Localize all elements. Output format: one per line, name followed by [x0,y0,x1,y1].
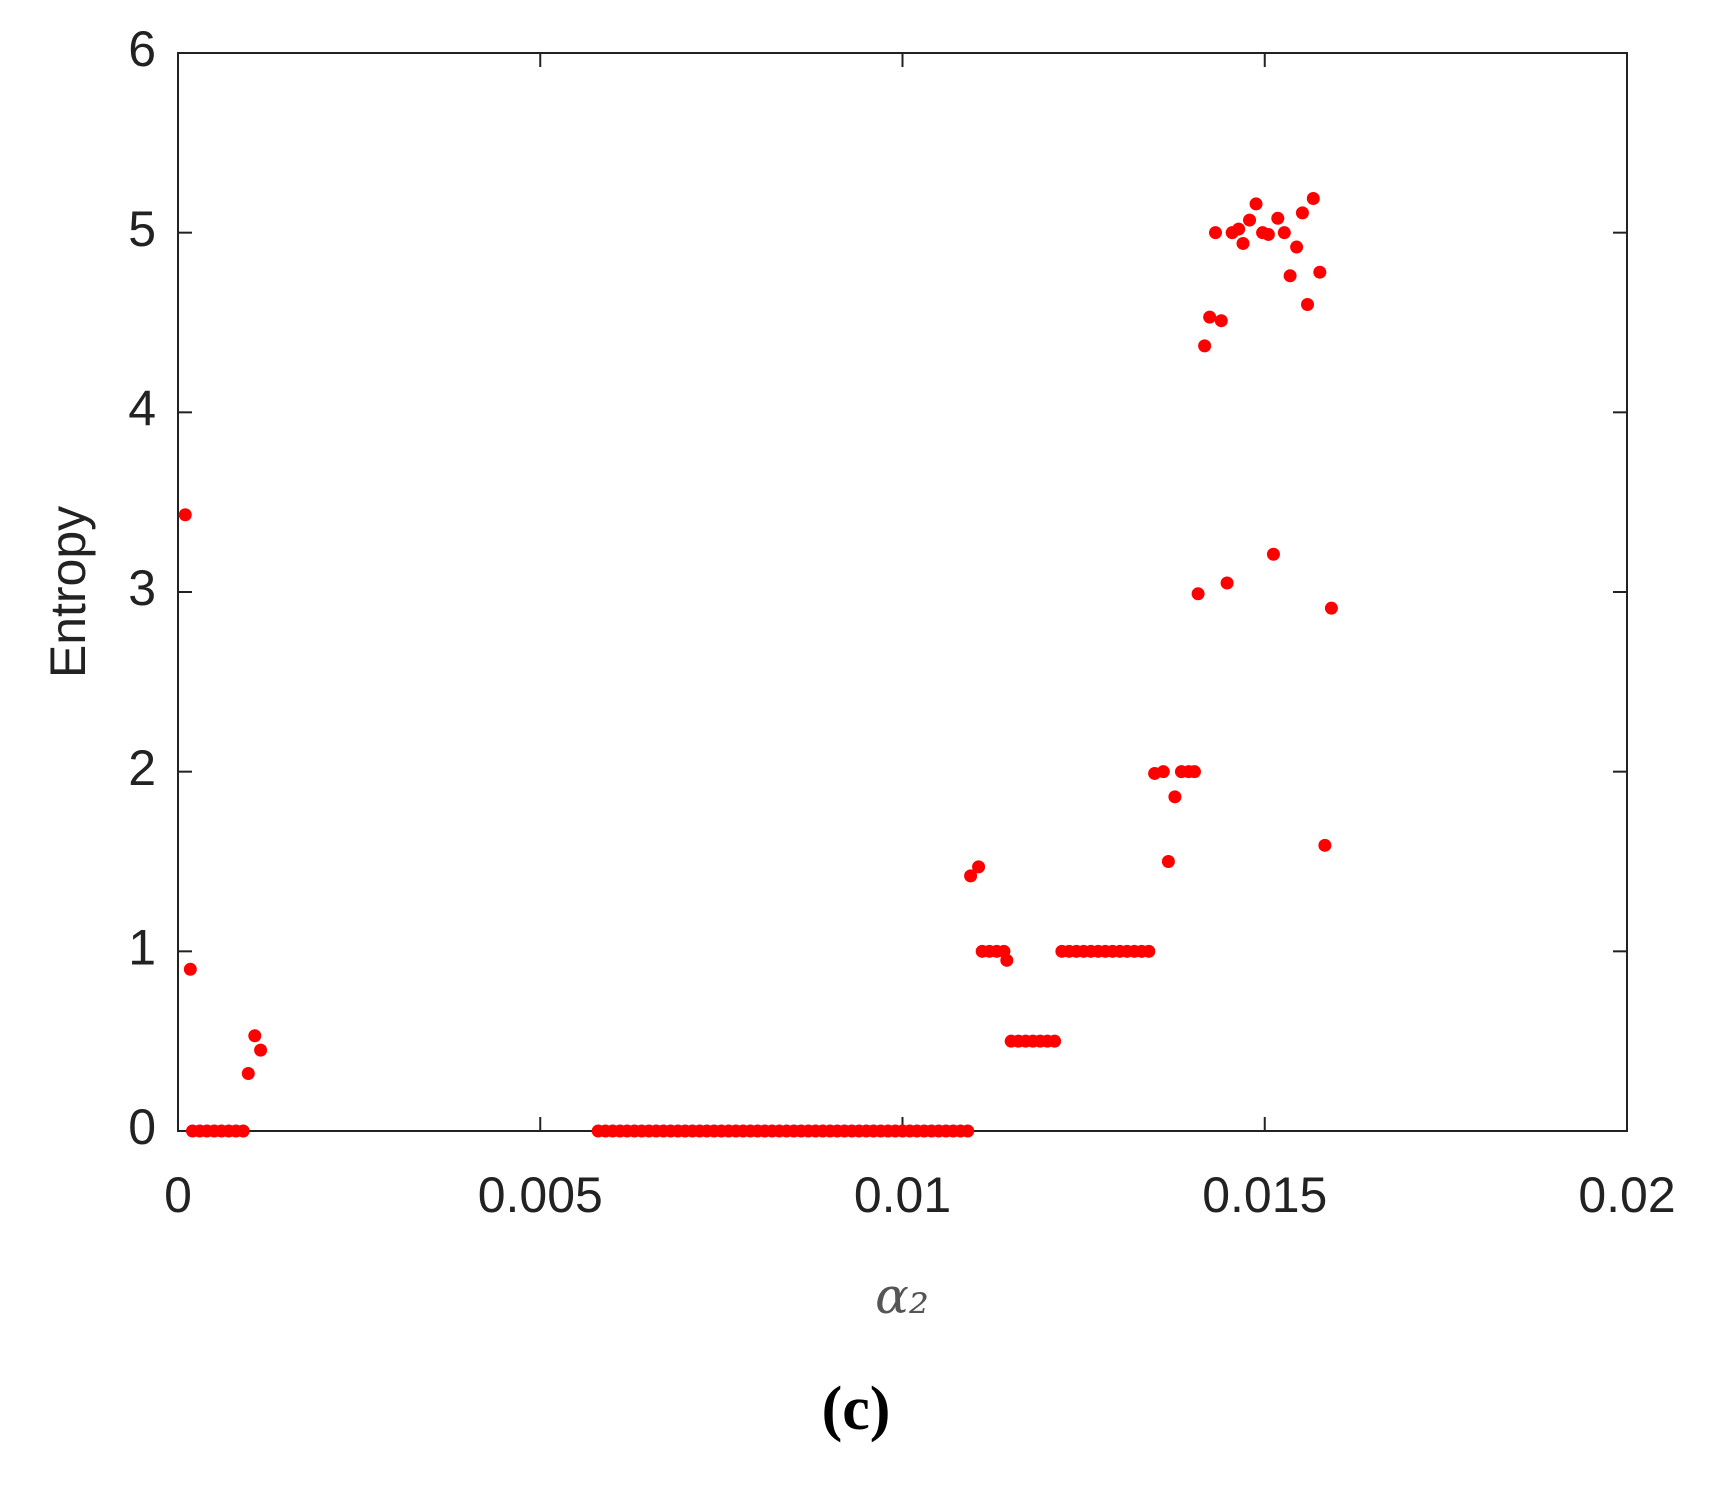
point [1295,206,1309,220]
point [1232,222,1246,236]
y-axis-label: Entropy [40,506,96,678]
x-tick-label: 0.02 [1578,1167,1675,1223]
y-tick-label: 1 [128,920,156,976]
point [183,962,197,976]
point [1168,790,1182,804]
point [972,860,986,874]
x-tick-label: 0 [164,1167,192,1223]
point [1208,226,1222,240]
x-tick-label: 0.01 [854,1167,951,1223]
point [1048,1034,1062,1048]
point [241,1067,255,1081]
point [254,1043,268,1057]
point [1306,192,1320,206]
point [1313,265,1327,279]
point [1220,576,1234,590]
point [178,508,192,522]
y-tick-label: 5 [128,201,156,257]
point [1266,547,1280,561]
point [1187,765,1201,779]
point [1236,236,1250,250]
point [1214,314,1228,328]
point [1283,269,1297,283]
x-tick-label: 0.005 [478,1167,603,1223]
point [1318,838,1332,852]
point [1300,298,1314,312]
point [1243,213,1257,227]
y-tick-label: 2 [128,740,156,796]
point [1191,587,1205,601]
point [1203,310,1217,324]
point [1271,211,1285,225]
point [1156,765,1170,779]
plot-frame [177,52,1628,1132]
point [236,1124,250,1138]
point [248,1029,262,1043]
point [1142,944,1156,958]
y-tick-label: 3 [128,560,156,616]
point [1249,197,1263,211]
point [1261,227,1275,241]
caption: (c) [822,1375,891,1443]
y-tick-label: 6 [128,21,156,77]
point [961,1124,975,1138]
x-tick-label: 0.015 [1202,1167,1327,1223]
point [1161,855,1175,868]
point [1000,953,1014,967]
point [964,869,978,883]
x-axis-label: α₂ [875,1267,929,1325]
point [1290,240,1304,254]
point [1277,226,1291,240]
point [1324,601,1338,615]
point [1198,339,1212,353]
y-tick-label: 0 [128,1099,156,1155]
y-tick-label: 4 [128,381,156,437]
